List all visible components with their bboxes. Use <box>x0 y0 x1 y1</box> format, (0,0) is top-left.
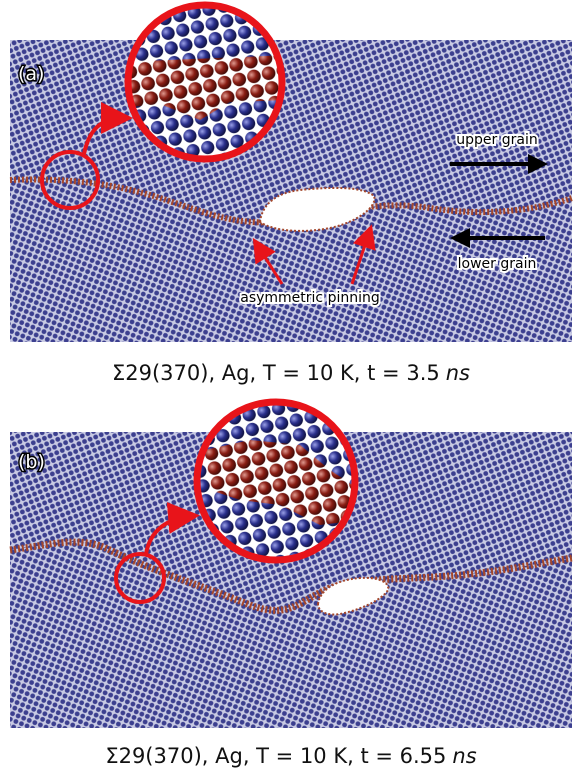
caption-text: Σ29(370), Ag, T = 10 K, t = 3.5 <box>112 361 440 385</box>
panel-label: (a) <box>18 63 44 85</box>
body: upper grain lower grain asymmetric pinni… <box>0 0 582 772</box>
page: Figure {"panels": [ {"label": "(a)", "an… <box>0 0 582 772</box>
caption-unit: ns <box>452 744 476 768</box>
annotation: upper grain <box>456 132 537 148</box>
annotation: asymmetric pinning <box>240 290 380 306</box>
caption-text: Σ29(370), Ag, T = 10 K, t = 6.55 <box>105 744 446 768</box>
caption-unit: ns <box>446 361 470 385</box>
panel-label: (b) <box>18 451 45 473</box>
annotation: lower grain <box>458 256 537 272</box>
panel-b: (b) <box>10 400 572 728</box>
panel-a: upper grain lower grain asymmetric pinni… <box>10 0 572 342</box>
figure: upper grain lower grain asymmetric pinni… <box>0 0 582 772</box>
